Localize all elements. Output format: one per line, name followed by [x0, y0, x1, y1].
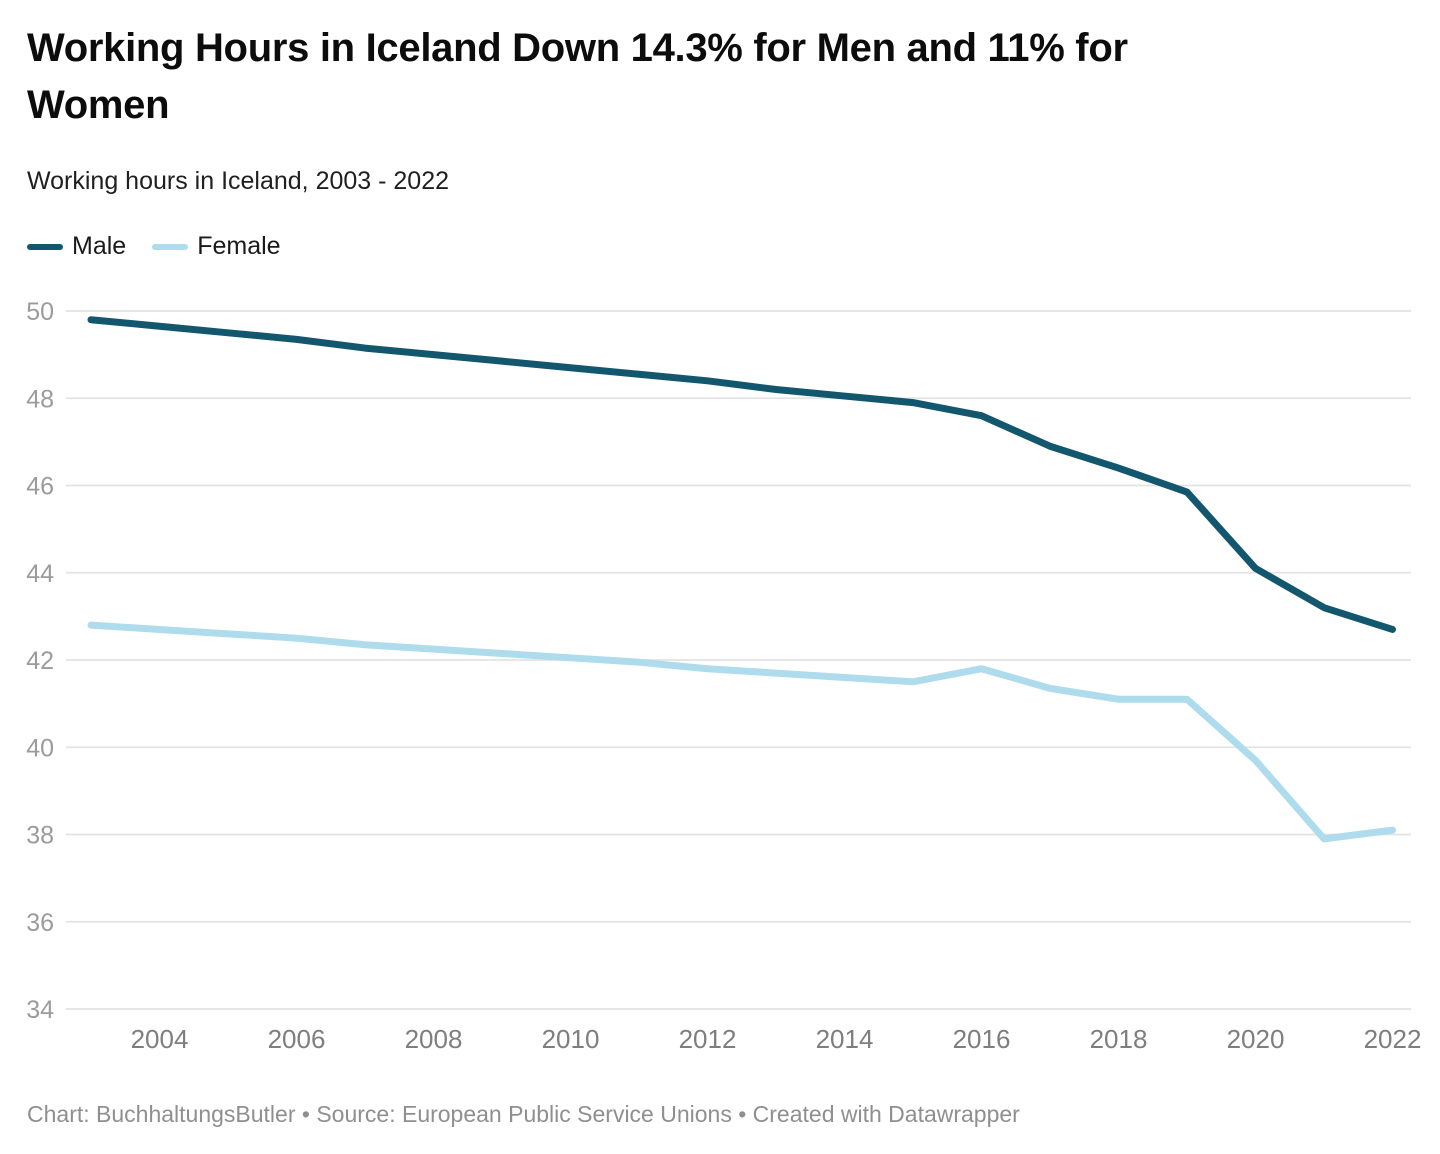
legend-swatch-female-icon — [152, 243, 189, 250]
x-tick-label: 2008 — [405, 1024, 463, 1054]
chart-footer: Chart: BuchhaltungsButler • Source: Euro… — [27, 1101, 1020, 1127]
y-tick-label: 46 — [26, 473, 54, 501]
chart-legend: Male Female — [27, 232, 281, 261]
y-tick-label: 48 — [26, 385, 54, 413]
x-tick-label: 2012 — [679, 1024, 737, 1054]
x-tick-label: 2014 — [816, 1024, 874, 1054]
y-axis-grid — [66, 310, 1411, 1010]
x-tick-label: 2022 — [1364, 1024, 1422, 1054]
y-axis-labels: 34 36 38 40 42 44 46 48 50 — [26, 298, 54, 1024]
legend-label-male: Male — [72, 232, 127, 260]
chart-subtitle: Working hours in Iceland, 2003 - 2022 — [27, 167, 450, 195]
legend-item-male: Male — [27, 232, 126, 261]
y-tick-label: 44 — [26, 560, 54, 588]
y-tick-label: 40 — [26, 734, 54, 762]
chart-title-line-2: Women — [27, 83, 170, 127]
x-tick-label: 2006 — [268, 1024, 326, 1054]
x-tick-label: 2010 — [542, 1024, 600, 1054]
series-line-female — [87, 621, 1396, 843]
legend-swatch-male-icon — [27, 243, 63, 250]
y-tick-label: 36 — [26, 909, 54, 937]
y-tick-label: 34 — [26, 996, 54, 1024]
legend-label-female: Female — [197, 232, 281, 260]
x-tick-label: 2016 — [953, 1024, 1011, 1054]
y-tick-label: 50 — [26, 298, 54, 326]
chart-title: Working Hours in Iceland Down 14.3% for … — [27, 20, 1128, 134]
y-tick-label: 38 — [26, 822, 54, 850]
series-line-male — [87, 316, 1396, 633]
x-tick-label: 2004 — [131, 1024, 189, 1054]
y-tick-label: 42 — [26, 647, 54, 675]
x-tick-label: 2018 — [1090, 1024, 1148, 1054]
x-axis-labels: 2004 2006 2008 2010 2012 2014 2016 2018 2020 2022 — [131, 1024, 1422, 1054]
chart-title-line-1: Working Hours in Iceland Down 14.3% for … — [27, 26, 1128, 70]
legend-item-female: Female — [152, 232, 281, 261]
x-tick-label: 2020 — [1227, 1024, 1285, 1054]
